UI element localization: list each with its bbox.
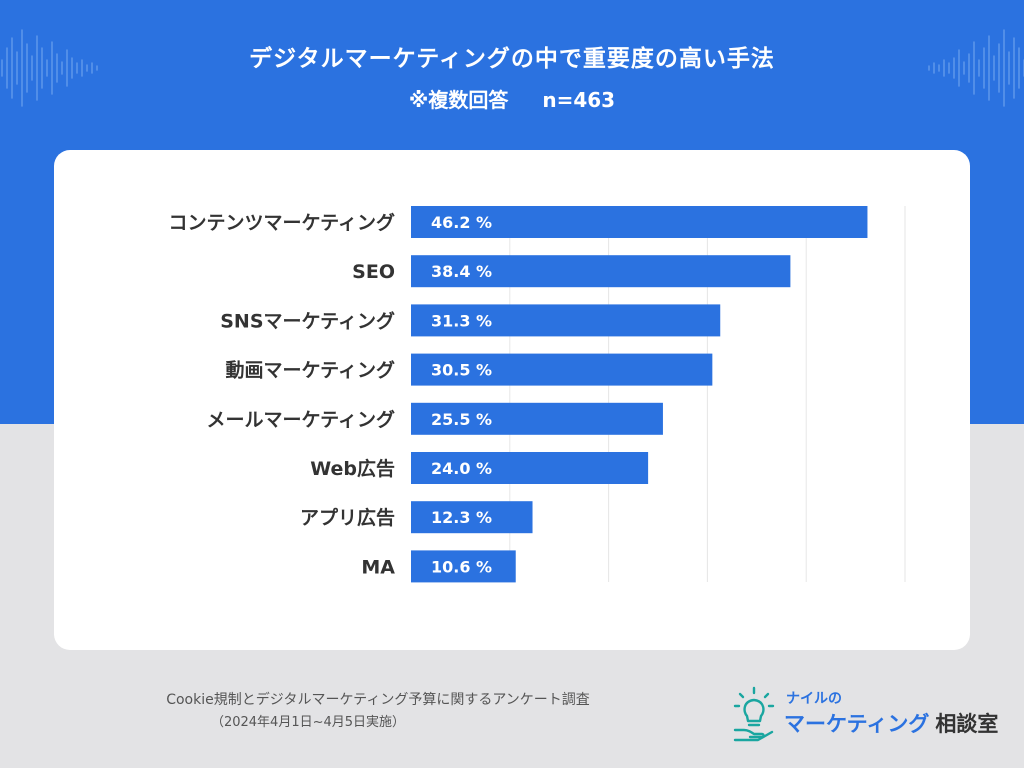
survey-period: （2024年4月1日~4月5日実施） <box>210 715 406 730</box>
category-label: アプリ広告 <box>300 506 395 529</box>
logo-marketing: マーケティング <box>784 712 930 736</box>
logo-main-text: マーケティング 相談室 <box>784 708 998 738</box>
multiple-answer-note: ※複数回答 <box>408 88 509 112</box>
bar <box>411 402 663 435</box>
chart-subtitle: ※複数回答 n=463 <box>0 86 1024 114</box>
bar <box>411 255 791 288</box>
bar <box>411 452 649 484</box>
chart-card: コンテンツマーケティング 46.2 % SEO 38.4 % SNSマーケティング 31.… <box>54 150 970 650</box>
value-label: 46.2 % <box>431 213 492 232</box>
bar <box>411 353 713 386</box>
bar <box>411 206 868 238</box>
bar-chart: コンテンツマーケティング 46.2 % SEO 38.4 % SNSマーケティング 31.… <box>169 206 906 583</box>
sound-wave-left-icon <box>1 29 98 107</box>
category-label: SEO <box>352 261 395 283</box>
value-label: 24.0 % <box>431 459 492 478</box>
lightbulb-hand-icon <box>733 686 775 742</box>
bar <box>411 501 533 534</box>
sound-wave-right-icon <box>928 29 1024 107</box>
survey-name: Cookie規制とデジタルマーケティング予算に関するアンケート調査 <box>166 692 590 708</box>
value-label: 31.3 % <box>431 311 492 330</box>
category-label: メールマーケティング <box>207 408 395 431</box>
brand-logo: ナイルの マーケティング 相談室 <box>732 680 1002 750</box>
category-label: コンテンツマーケティング <box>169 211 395 234</box>
bar <box>411 304 721 337</box>
value-label: 12.3 % <box>431 508 492 527</box>
category-label: 動画マーケティング <box>226 359 395 382</box>
chart-title: デジタルマーケティングの中で重要度の高い手法 <box>249 46 775 72</box>
logo-soudanshitsu: 相談室 <box>935 712 999 736</box>
category-label: MA <box>361 556 395 578</box>
value-label: 30.5 % <box>431 361 492 380</box>
sample-size: n=463 <box>542 88 616 112</box>
bar <box>411 550 516 583</box>
value-label: 38.4 % <box>431 262 492 281</box>
category-label: Web広告 <box>310 457 395 480</box>
value-label: 25.5 % <box>431 410 492 429</box>
category-label: SNSマーケティング <box>220 309 395 332</box>
logo-top-text: ナイルの <box>786 691 842 707</box>
value-label: 10.6 % <box>431 557 492 576</box>
